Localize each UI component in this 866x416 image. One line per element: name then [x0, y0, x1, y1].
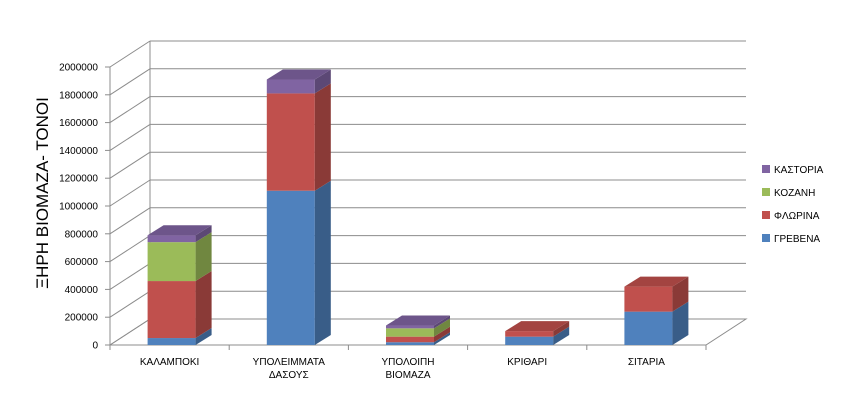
- label-layer: 0 200000 400000 600000 800000 1000000 1200000 1…: [59, 63, 665, 382]
- bar-segment: [386, 332, 450, 345]
- legend-entry: ΚΑΣΤΟΡΙΑ: [762, 165, 824, 176]
- x-category-label: ΚΑΛΑΜΠΟΚΙ: [140, 357, 199, 368]
- bar-segment-front: [266, 79, 315, 94]
- bar-segment-front: [147, 281, 196, 339]
- y-tick-label: 1200000: [59, 174, 98, 185]
- bar-segment-side: [195, 225, 212, 243]
- bar-segment: [147, 328, 212, 345]
- bar-segment-front: [505, 331, 554, 337]
- legend-swatch: [762, 165, 770, 173]
- bar-segment-side: [314, 83, 331, 191]
- side-gridline: [109, 123, 151, 151]
- bar-segment-front: [147, 235, 196, 243]
- side-gridline: [109, 179, 151, 207]
- y-tick-label: 1600000: [59, 118, 98, 129]
- side-gridline: [109, 68, 151, 96]
- bar-segment: [266, 83, 331, 191]
- side-gridline: [109, 151, 151, 179]
- legend-entry: ΦΛΩΡΙΝΑ: [762, 211, 820, 222]
- y-tick-label: 200000: [65, 313, 99, 324]
- bar-segment: [386, 326, 450, 343]
- bar-segment-side: [434, 315, 450, 329]
- bar-segment-side: [553, 326, 570, 345]
- side-gridline: [109, 262, 151, 290]
- bar-segment-side: [314, 180, 331, 345]
- y-tick-label: 1800000: [59, 90, 98, 101]
- bar-segment-front: [266, 93, 315, 191]
- x-category-label: ΒΙΟΜΑΖΑ: [385, 370, 430, 381]
- y-tick-label: 0: [92, 341, 98, 352]
- bar-segment-front: [386, 336, 434, 343]
- bar-segment-side: [195, 328, 212, 345]
- side-gridline: [109, 235, 151, 263]
- bar-top-face: [147, 225, 212, 236]
- bar-segment: [147, 232, 212, 282]
- bar-segment-side: [434, 326, 450, 343]
- legend-swatch: [762, 211, 770, 219]
- y-tick-label: 800000: [65, 229, 99, 240]
- bar-segment: [505, 321, 570, 337]
- bar-segment: [624, 276, 689, 312]
- legend-label: ΓΡΕΒΕΝΑ: [774, 234, 820, 245]
- bar-segment: [147, 271, 212, 339]
- legend-entry: ΓΡΕΒΕΝΑ: [762, 234, 820, 245]
- bar-segment-side: [314, 69, 331, 94]
- bar-segment-front: [386, 325, 434, 329]
- legend-swatch: [762, 234, 770, 242]
- legend-swatch: [762, 188, 770, 196]
- bar-top-face: [266, 69, 331, 80]
- bar-segment: [266, 69, 331, 94]
- bar-segment-side: [195, 271, 212, 339]
- legend-label: ΚΑΣΤΟΡΙΑ: [774, 165, 824, 176]
- y-axis-title: ΞΗΡΗ ΒΙΟΜΑΖΑ- ΤΟΝΟΙ: [33, 97, 52, 289]
- bar-segment-front: [147, 242, 196, 282]
- bar-segment-front: [624, 311, 673, 345]
- bar-segment: [147, 225, 212, 243]
- side-gridline: [109, 96, 151, 124]
- bar-segment-front: [624, 286, 673, 312]
- bar-layer: [147, 69, 689, 345]
- bar-segment-side: [195, 232, 212, 282]
- bar-segment-side: [553, 321, 570, 337]
- bar-segment-side: [434, 332, 450, 345]
- y-tick-label: 400000: [65, 285, 99, 296]
- side-gridline: [109, 207, 151, 235]
- bar-segment-side: [434, 318, 450, 337]
- bar-top-face: [624, 276, 689, 287]
- legend-label: ΦΛΩΡΙΝΑ: [774, 211, 820, 222]
- y-tick-label: 600000: [65, 257, 99, 268]
- x-category-label: ΥΠΟΛΟΙΠΗ: [382, 357, 435, 368]
- grid-layer: [109, 40, 746, 346]
- side-gridline: [109, 290, 151, 318]
- legend-label: ΚΟΖΑΝΗ: [774, 188, 815, 199]
- bar-segment: [386, 315, 450, 329]
- bar-segment-front: [505, 336, 554, 345]
- bar-segment: [386, 318, 450, 337]
- x-category-label: ΥΠΟΛΕΙΜΜΑΤΑ: [253, 357, 326, 368]
- legend-entry: ΚΟΖΑΝΗ: [762, 188, 815, 199]
- bar-segment-front: [147, 338, 196, 345]
- bar-segment: [266, 180, 331, 345]
- bar-segment-front: [266, 190, 315, 345]
- bar-segment: [505, 326, 570, 345]
- bar-segment-front: [386, 342, 434, 345]
- bar-segment-side: [672, 276, 689, 312]
- x-category-label: ΚΡΙΘΑΡΙ: [507, 357, 547, 368]
- side-gridline: [109, 40, 151, 68]
- bar-top-face: [505, 321, 570, 332]
- x-category-label: ΣΙΤΑΡΙΑ: [628, 357, 665, 368]
- bar-segment-front: [386, 328, 434, 337]
- legend: ΚΑΣΤΟΡΙΑ ΚΟΖΑΝΗ ΦΛΩΡΙΝΑ ΓΡΕΒΕΝΑ: [762, 165, 824, 245]
- x-category-label: ΔΑΣΟΥΣ: [269, 370, 309, 381]
- bar-top-face: [386, 315, 450, 326]
- y-tick-label: 1400000: [59, 146, 98, 157]
- bar-segment-side: [672, 301, 689, 345]
- y-tick-label: 2000000: [59, 63, 98, 74]
- y-tick-label: 1000000: [59, 202, 98, 213]
- bar-segment: [624, 301, 689, 345]
